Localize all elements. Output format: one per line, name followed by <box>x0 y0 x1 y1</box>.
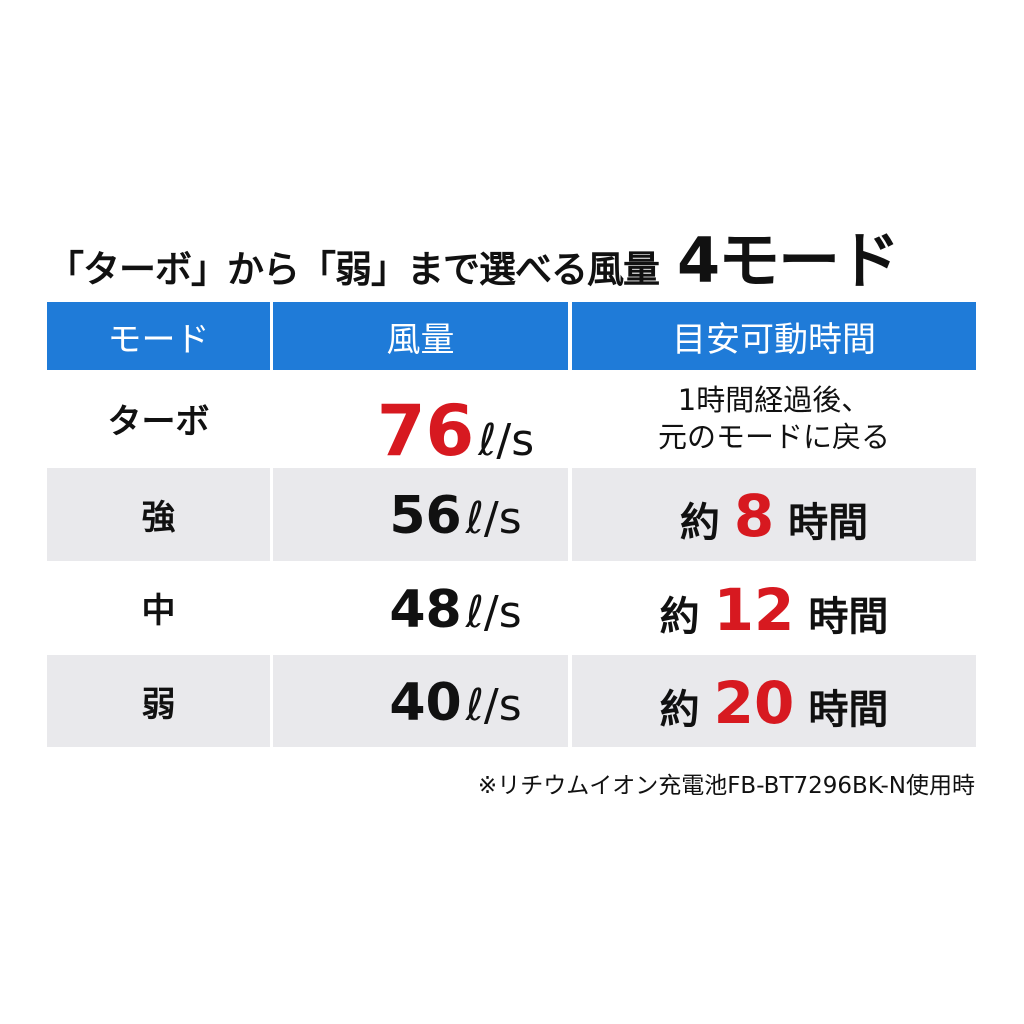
hours: 20 <box>713 669 795 737</box>
title-emphasis: 4モード <box>677 224 900 297</box>
header-cell: モード <box>47 302 270 370</box>
time-cell: 約 12 時間 <box>572 562 976 653</box>
airflow-cell: 48 ℓ/s <box>273 562 568 653</box>
airflow-unit: ℓ/s <box>478 415 535 466</box>
time-prefix: 約 <box>659 594 700 640</box>
mode-cell: 弱 <box>47 655 270 747</box>
time-cell: 約 8 時間 <box>572 468 976 561</box>
note-line: 元のモードに戻る <box>657 419 890 454</box>
mode-cell: 強 <box>47 468 270 561</box>
header-cell: 風量 <box>273 302 568 370</box>
airflow-cell: 56 ℓ/s <box>273 468 568 561</box>
note-line: 1時間経過後、 <box>677 383 871 418</box>
time-suffix: 時間 <box>788 500 869 546</box>
title: 「ターボ」から「弱」まで選べる風量 4モード <box>47 210 977 300</box>
airflow-cell: 76 ℓ/s <box>273 372 568 472</box>
time-suffix: 時間 <box>808 594 889 640</box>
airflow-unit: ℓ/s <box>465 587 522 638</box>
airflow-cell: 40 ℓ/s <box>273 655 568 747</box>
title-text: 「ターボ」から「弱」まで選べる風量 <box>47 248 660 291</box>
airflow-value: 76 <box>376 390 475 472</box>
time-cell: 約 20 時間 <box>572 655 976 747</box>
header-cell: 目安可動時間 <box>572 302 976 370</box>
airflow-value: 48 <box>389 580 462 640</box>
mode-cell: 中 <box>141 591 176 631</box>
airflow-unit: ℓ/s <box>465 493 522 544</box>
note-cell: 1時間経過後、 元のモードに戻る <box>572 372 976 465</box>
airflow-value: 40 <box>389 673 462 733</box>
airflow-value: 56 <box>389 486 462 546</box>
footnote: ※リチウムイオン充電池FB-BT7296BK-N使用時 <box>477 773 975 799</box>
mode-cell: ターボ <box>107 402 210 442</box>
hours: 12 <box>713 576 795 644</box>
airflow-unit: ℓ/s <box>465 680 522 731</box>
hours: 8 <box>733 482 775 550</box>
time-prefix: 約 <box>679 500 720 546</box>
time-suffix: 時間 <box>808 687 889 733</box>
time-prefix: 約 <box>659 687 700 733</box>
